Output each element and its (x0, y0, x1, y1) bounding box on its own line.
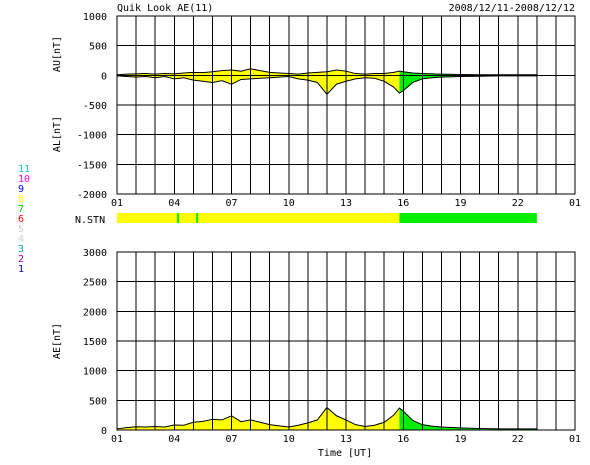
station-legend-item: 3 (18, 244, 24, 255)
x-tick-label: 13 (340, 198, 352, 209)
station-legend-item: 5 (18, 224, 24, 235)
au-al-line-layer (116, 68, 537, 96)
x-tick-label: 01 (569, 198, 581, 209)
plot-frame (116, 251, 576, 431)
x-tick-label: 01 (111, 198, 123, 209)
x-tick-label: 10 (283, 198, 295, 209)
ae-panel: 3000 2500 2000 1500 1000 500 0 01 04 07 10 13 16 19 2… (52, 248, 581, 459)
au-axis-label: AU[nT] (52, 36, 63, 72)
y-tick-label: 3000 (83, 248, 107, 259)
y-tick-label: 2500 (83, 278, 107, 289)
x-tick-label: 01 (569, 434, 581, 445)
y-tick-label: 500 (89, 396, 107, 407)
series-fill-high (399, 75, 537, 94)
ae-x-tick-labels: 01 04 07 10 13 16 19 22 01 (111, 434, 581, 445)
y-tick-label: 500 (89, 42, 107, 53)
x-tick-label: 04 (168, 198, 180, 209)
x-tick-label: 01 (111, 434, 123, 445)
ae-line-layer (116, 406, 537, 430)
au-series-line (116, 68, 537, 76)
y-tick-label: 2000 (83, 307, 107, 318)
y-tick-label: -1000 (77, 131, 107, 142)
ae-grid (116, 251, 576, 431)
x-tick-label: 16 (397, 434, 409, 445)
station-legend-item: 4 (18, 234, 24, 245)
figure-title: Quik Look AE(11) (117, 3, 213, 14)
au-al-y-tick-labels: 1000 500 0 -500 -1000 -1500 -2000 (77, 12, 107, 201)
x-tick-label: 16 (397, 198, 409, 209)
x-tick-label: 22 (512, 434, 524, 445)
station-legend-item: 6 (18, 214, 24, 225)
y-tick-label: -1500 (77, 160, 107, 171)
series-fill-low (117, 75, 400, 95)
x-tick-label: 10 (283, 434, 295, 445)
y-tick-label: -2000 (77, 190, 107, 201)
n-stn-label: N.STN (75, 215, 105, 226)
n-stn-bar (117, 213, 537, 223)
x-tick-label: 22 (512, 198, 524, 209)
x-tick-label: 19 (454, 434, 466, 445)
y-tick-label: 1500 (83, 337, 107, 348)
x-tick-label: 19 (454, 198, 466, 209)
y-tick-label: 0 (101, 426, 107, 437)
n-stn-segment (399, 213, 537, 223)
series-fill-low (117, 68, 400, 76)
ae-axis-label: AE[nT] (52, 323, 63, 359)
x-axis-label: Time [UT] (318, 448, 372, 459)
station-legend-item: 1 (18, 264, 24, 275)
station-legend-item: 2 (18, 254, 24, 265)
plot-frame (116, 15, 576, 195)
au-al-x-tick-labels: 01 04 07 10 13 16 19 22 01 (111, 198, 581, 209)
n-stn-panel: N.STN (75, 213, 537, 226)
y-tick-label: -500 (83, 101, 107, 112)
station-legend-item: 8 (18, 194, 24, 205)
y-tick-label: 1000 (83, 12, 107, 23)
date-range: 2008/12/11-2008/12/12 (449, 3, 575, 14)
station-legend-item: 10 (18, 174, 30, 185)
x-tick-label: 07 (225, 198, 237, 209)
al-series-line (116, 75, 537, 96)
x-tick-label: 04 (168, 434, 180, 445)
station-legend-item: 7 (18, 204, 24, 215)
ae-y-tick-labels: 3000 2500 2000 1500 1000 500 0 (83, 248, 107, 437)
au-al-grid (116, 15, 576, 195)
al-axis-label: AL[nT] (52, 116, 63, 152)
series-fill-high (399, 408, 537, 430)
y-tick-label: 1000 (83, 367, 107, 378)
ae-series-line (116, 406, 537, 430)
au-al-panel: 1000 500 0 -500 -1000 -1500 -2000 01 04 07 10 13 16… (52, 12, 581, 209)
x-tick-label: 13 (340, 434, 352, 445)
station-legend-item: 11 (18, 164, 30, 175)
station-legend-item: 9 (18, 184, 24, 195)
n-stn-segment (117, 213, 400, 223)
x-tick-label: 07 (225, 434, 237, 445)
y-tick-label: 0 (101, 71, 107, 82)
